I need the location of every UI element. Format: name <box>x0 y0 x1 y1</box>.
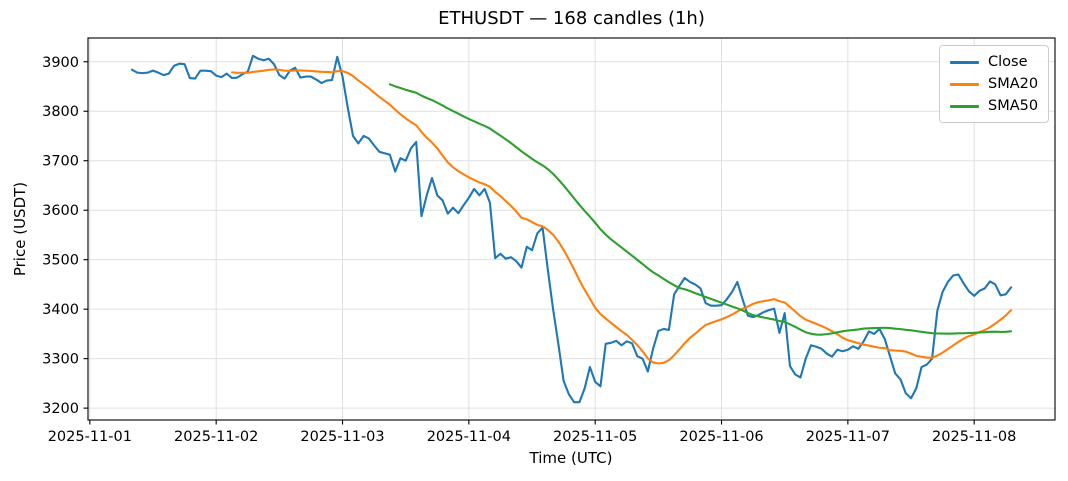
series-close-line <box>130 54 1013 404</box>
series-sma50-line <box>388 83 1013 336</box>
x-tick-label: 2025-11-01 <box>48 429 132 445</box>
legend-label: Close <box>988 54 1028 70</box>
legend-entry-close: Close <box>950 54 1038 70</box>
y-tick-label: 3800 <box>42 104 79 120</box>
y-tick-label: 3900 <box>42 55 79 71</box>
legend-entry-sma50: SMA50 <box>950 98 1038 114</box>
y-tick-label: 3600 <box>42 203 79 219</box>
legend: Close SMA20 SMA50 <box>939 45 1049 123</box>
legend-label: SMA50 <box>988 98 1039 114</box>
x-tick-label: 2025-11-07 <box>806 429 890 445</box>
legend-label: SMA20 <box>988 76 1039 92</box>
y-tick-label: 3200 <box>42 401 79 417</box>
chart-title: ETHUSDT — 168 candles (1h) <box>438 8 705 29</box>
y-tick-label: 3300 <box>42 352 79 368</box>
y-tick-label: 3500 <box>42 253 79 269</box>
x-tick-label: 2025-11-03 <box>300 429 384 445</box>
x-tick-label: 2025-11-02 <box>174 429 258 445</box>
plot-frame <box>87 37 1056 421</box>
legend-swatch-sma20 <box>950 82 979 86</box>
x-tick-label: 2025-11-04 <box>427 429 511 445</box>
x-tick-label: 2025-11-06 <box>679 429 763 445</box>
x-tick-label: 2025-11-05 <box>553 429 637 445</box>
y-tick-label: 3400 <box>42 302 79 318</box>
legend-swatch-close <box>950 60 979 64</box>
legend-swatch-sma50 <box>950 104 979 108</box>
x-tick-label: 2025-11-08 <box>932 429 1016 445</box>
series-sma20-line <box>230 68 1013 365</box>
x-axis-label: Time (UTC) <box>529 449 613 467</box>
y-tick-label: 3700 <box>42 154 79 170</box>
legend-entry-sma20: SMA20 <box>950 76 1038 92</box>
